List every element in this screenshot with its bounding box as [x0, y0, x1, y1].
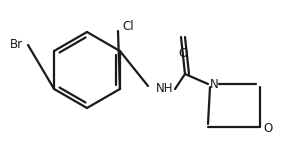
- Text: NH: NH: [156, 83, 173, 95]
- Text: N: N: [210, 78, 218, 90]
- Text: Br: Br: [10, 38, 23, 52]
- Text: O: O: [263, 121, 273, 135]
- Text: O: O: [178, 47, 188, 60]
- Text: Cl: Cl: [122, 21, 134, 33]
